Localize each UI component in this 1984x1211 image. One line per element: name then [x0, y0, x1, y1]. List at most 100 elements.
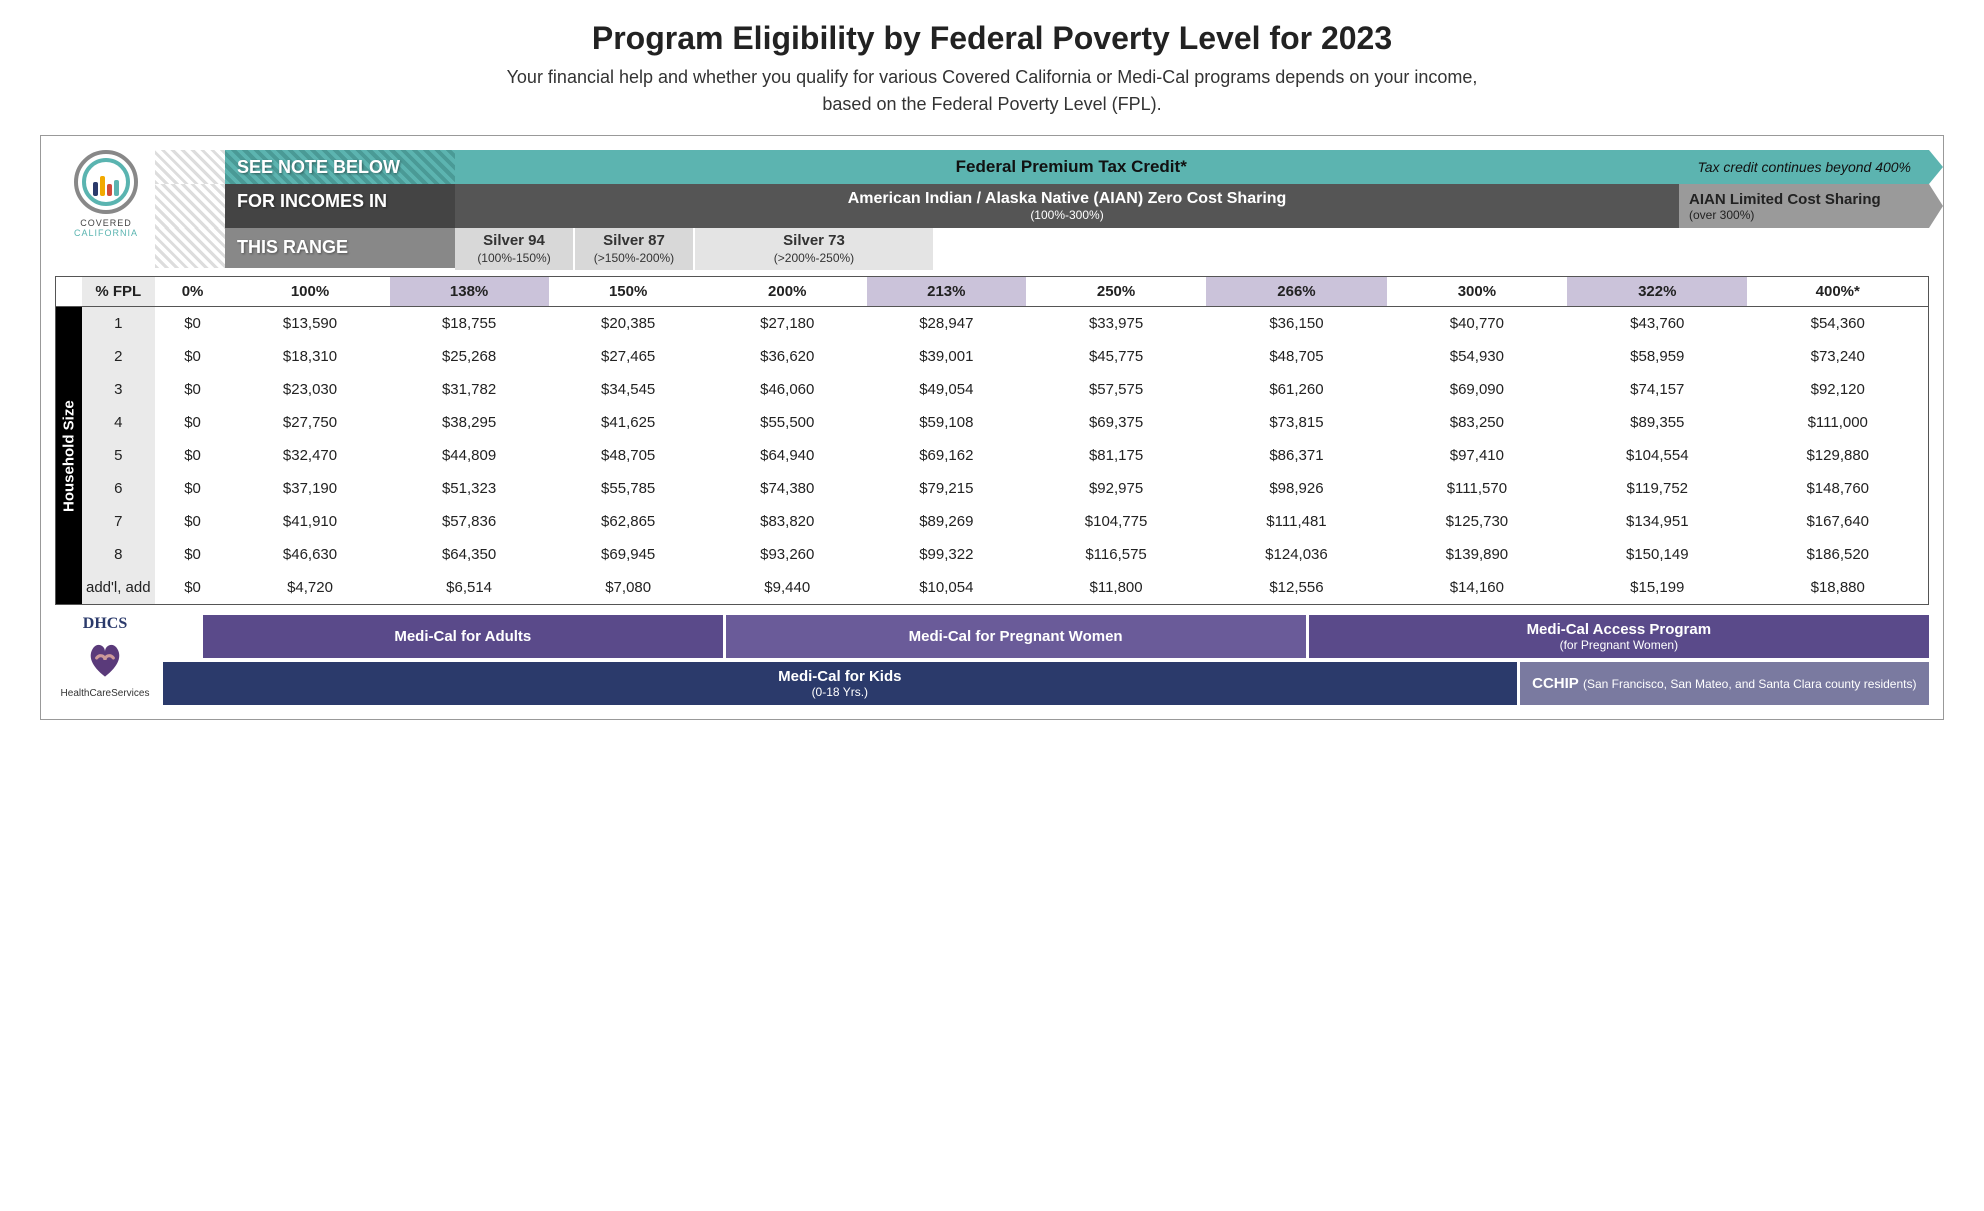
fpl-value-cell: $83,250: [1387, 406, 1567, 439]
note-block: SEE NOTE BELOW: [225, 150, 455, 184]
household-size-cell: add'l, add: [82, 571, 155, 604]
fpl-value-cell: $31,782: [390, 373, 549, 406]
fpl-value-cell: $32,470: [230, 439, 389, 472]
fpl-value-cell: $139,890: [1387, 538, 1567, 571]
fpl-value-cell: $48,705: [1206, 340, 1386, 373]
fpl-value-cell: $37,190: [230, 472, 389, 505]
fpl-value-cell: $73,815: [1206, 406, 1386, 439]
fpl-value-cell: $43,760: [1567, 307, 1747, 341]
fpl-value-cell: $34,545: [549, 373, 708, 406]
fpl-value-cell: $119,752: [1567, 472, 1747, 505]
fpl-value-cell: $28,947: [867, 307, 1026, 341]
fpl-value-cell: $79,215: [867, 472, 1026, 505]
fpl-value-cell: $14,160: [1387, 571, 1567, 604]
fpl-value-cell: $0: [155, 373, 231, 406]
fpl-value-cell: $51,323: [390, 472, 549, 505]
fpl-value-cell: $10,054: [867, 571, 1026, 604]
fpl-value-cell: $7,080: [549, 571, 708, 604]
aian-limited-cost-arrow: AIAN Limited Cost Sharing (over 300%): [1679, 184, 1929, 228]
fpl-value-cell: $69,090: [1387, 373, 1567, 406]
household-size-cell: 3: [82, 373, 155, 406]
fpl-value-cell: $48,705: [549, 439, 708, 472]
fpl-value-cell: $64,350: [390, 538, 549, 571]
fpl-value-cell: $59,108: [867, 406, 1026, 439]
fpl-value-cell: $36,150: [1206, 307, 1386, 341]
fpl-value-cell: $0: [155, 340, 231, 373]
household-size-cell: 8: [82, 538, 155, 571]
fpl-value-cell: $6,514: [390, 571, 549, 604]
fpl-value-cell: $44,809: [390, 439, 549, 472]
fpl-value-cell: $15,199: [1567, 571, 1747, 604]
fpl-value-cell: $45,775: [1026, 340, 1206, 373]
fpl-value-cell: $93,260: [708, 538, 867, 571]
covered-california-logo: COVERED CALIFORNIA: [61, 150, 151, 238]
fpl-value-cell: $104,554: [1567, 439, 1747, 472]
logo-state-text: CALIFORNIA: [61, 228, 151, 238]
fpl-value-cell: $69,375: [1026, 406, 1206, 439]
silver-87-band: Silver 87(>150%-200%): [575, 228, 695, 270]
fpl-value-cell: $148,760: [1747, 472, 1928, 505]
fpl-value-cell: $27,180: [708, 307, 867, 341]
fpl-col-header: 213%: [867, 277, 1026, 307]
page-title: Program Eligibility by Federal Poverty L…: [40, 20, 1944, 57]
program-band: Medi-Cal Access Program(for Pregnant Wom…: [1309, 615, 1929, 658]
fpl-value-cell: $186,520: [1747, 538, 1928, 571]
fpl-value-cell: $57,836: [390, 505, 549, 538]
fpl-value-cell: $46,060: [708, 373, 867, 406]
fpl-value-cell: $57,575: [1026, 373, 1206, 406]
fpl-value-cell: $81,175: [1026, 439, 1206, 472]
household-size-label: Household Size: [56, 309, 82, 604]
fpl-value-cell: $18,755: [390, 307, 549, 341]
fpl-value-cell: $0: [155, 571, 231, 604]
fpl-col-header: 138%: [390, 277, 549, 307]
dhcs-logo: DHCS HealthCareServices: [55, 615, 155, 699]
fpl-value-cell: $86,371: [1206, 439, 1386, 472]
fpl-value-cell: $20,385: [549, 307, 708, 341]
fpl-value-cell: $0: [155, 472, 231, 505]
program-band: Medi-Cal for Pregnant Women: [726, 615, 1306, 658]
household-size-cell: 1: [82, 307, 155, 341]
fpl-value-cell: $54,930: [1387, 340, 1567, 373]
program-band: Medi-Cal for Kids(0-18 Yrs.): [163, 662, 1517, 705]
aian-zero-cost-band: American Indian / Alaska Native (AIAN) Z…: [455, 184, 1679, 228]
fpl-header-label: % FPL: [82, 277, 155, 307]
fpl-value-cell: $92,120: [1747, 373, 1928, 406]
fpl-value-cell: $0: [155, 307, 231, 341]
fpl-value-cell: $18,880: [1747, 571, 1928, 604]
fpl-col-header: 200%: [708, 277, 867, 307]
fpl-value-cell: $54,360: [1747, 307, 1928, 341]
household-size-cell: 5: [82, 439, 155, 472]
fpl-value-cell: $13,590: [230, 307, 389, 341]
fpl-value-cell: $23,030: [230, 373, 389, 406]
fpl-col-header: 300%: [1387, 277, 1567, 307]
fpl-value-cell: $0: [155, 538, 231, 571]
fpl-value-cell: $116,575: [1026, 538, 1206, 571]
fpl-value-cell: $36,620: [708, 340, 867, 373]
fpl-col-header: 250%: [1026, 277, 1206, 307]
fpl-value-cell: $46,630: [230, 538, 389, 571]
fpl-col-header: 0%: [155, 277, 231, 307]
fpl-value-cell: $64,940: [708, 439, 867, 472]
fpl-value-cell: $0: [155, 406, 231, 439]
fpl-value-cell: $111,481: [1206, 505, 1386, 538]
fpl-value-cell: $125,730: [1387, 505, 1567, 538]
fpl-col-header: 266%: [1206, 277, 1386, 307]
fpl-value-cell: $129,880: [1747, 439, 1928, 472]
fpl-value-cell: $55,785: [549, 472, 708, 505]
fpl-value-cell: $27,750: [230, 406, 389, 439]
fpl-value-cell: $41,625: [549, 406, 708, 439]
fpl-value-cell: $0: [155, 505, 231, 538]
tax-credit-continues-arrow: Tax credit continues beyond 400%: [1687, 150, 1929, 184]
fpl-value-cell: $40,770: [1387, 307, 1567, 341]
fpl-value-cell: $104,775: [1026, 505, 1206, 538]
fpl-value-cell: $69,162: [867, 439, 1026, 472]
fpl-value-cell: $33,975: [1026, 307, 1206, 341]
fpl-value-cell: $150,149: [1567, 538, 1747, 571]
fpl-value-cell: $74,380: [708, 472, 867, 505]
fpl-value-cell: $55,500: [708, 406, 867, 439]
federal-tax-credit-band: Federal Premium Tax Credit*: [455, 150, 1687, 184]
fpl-value-cell: $41,910: [230, 505, 389, 538]
fpl-value-cell: $167,640: [1747, 505, 1928, 538]
fpl-value-cell: $97,410: [1387, 439, 1567, 472]
household-size-cell: 6: [82, 472, 155, 505]
